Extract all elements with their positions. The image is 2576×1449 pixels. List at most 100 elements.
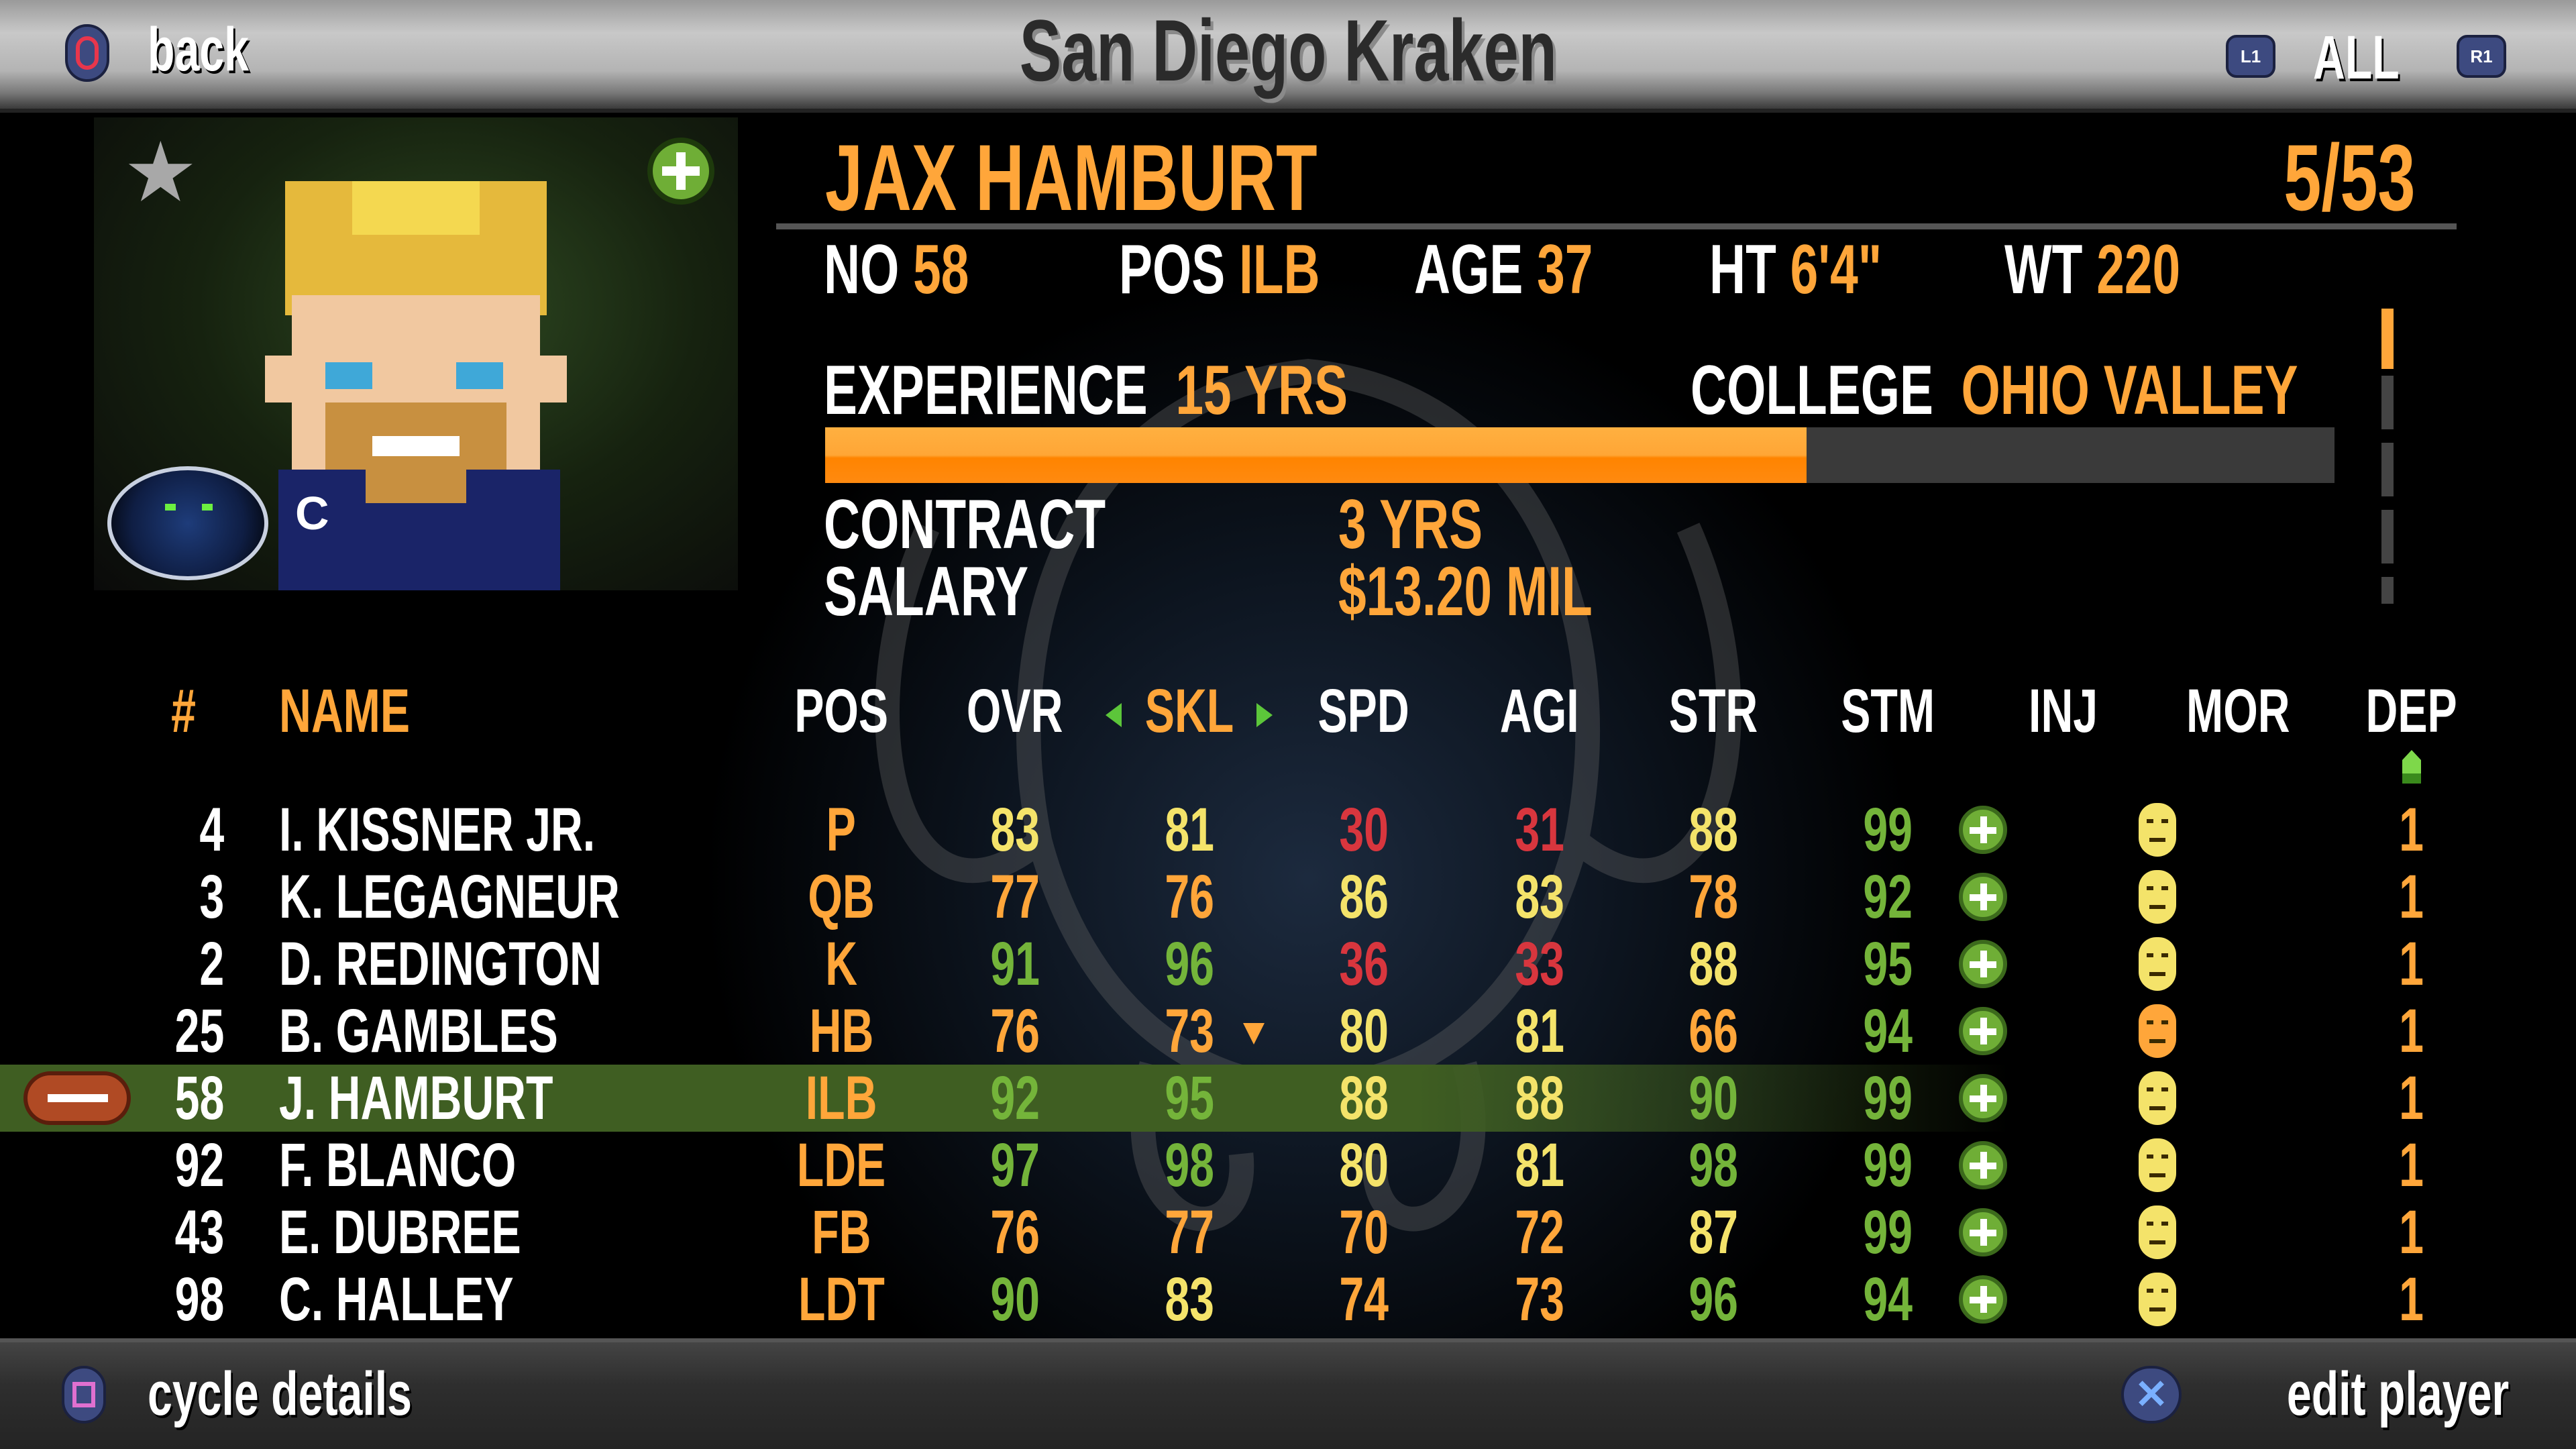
r1-button-icon[interactable]: R1	[2457, 35, 2506, 78]
cell-stm: 99	[1863, 1198, 1913, 1267]
l1-button-icon[interactable]: L1	[2226, 35, 2275, 78]
table-row[interactable]: 98 C. HALLEY LDT 90 83 74 73 96 94 1	[0, 1266, 2576, 1333]
cell-stm: 99	[1863, 1064, 1913, 1132]
roster-index: 5/53	[2283, 125, 2415, 230]
edit-player-button[interactable]: edit player	[2286, 1360, 2509, 1428]
morale-upset-icon	[2139, 1004, 2176, 1058]
cell-dep: 1	[2399, 997, 2424, 1065]
header-ovr[interactable]: OVR	[967, 677, 1063, 745]
header-spd[interactable]: SPD	[1318, 677, 1410, 745]
cell-dep: 1	[2399, 930, 2424, 998]
sort-arrow-right-icon[interactable]	[1256, 703, 1273, 727]
cell-mor	[2139, 1132, 2318, 1199]
table-row[interactable]: 43 E. DUBREE FB 76 77 70 72 87 99 1	[0, 1199, 2576, 1266]
header-inj[interactable]: INJ	[2029, 677, 2098, 745]
cell-str: 88	[1688, 796, 1738, 864]
header-dep[interactable]: DEP	[2365, 677, 2458, 745]
cycle-details-button[interactable]: cycle details	[148, 1360, 413, 1428]
cell-name: F. BLANCO	[279, 1131, 517, 1199]
cell-stm: 99	[1863, 1131, 1913, 1199]
header-mor[interactable]: MOR	[2186, 677, 2290, 745]
cell-stm: 92	[1863, 863, 1913, 931]
cell-spd: 86	[1339, 863, 1389, 931]
cell-ovr: 91	[990, 930, 1040, 998]
cell-agi: 33	[1515, 930, 1564, 998]
cell-mor	[2139, 863, 2318, 930]
cell-agi: 31	[1515, 796, 1564, 864]
cell-spd: 88	[1339, 1064, 1389, 1132]
cell-inj	[1959, 863, 2144, 930]
sort-arrow-left-icon[interactable]	[1106, 703, 1122, 727]
table-row[interactable]: 58 J. HAMBURT ILB 92 95 88 88 90 99 1	[0, 1065, 2576, 1132]
cell-pos: K	[825, 930, 857, 998]
header-skl[interactable]: SKL	[1144, 677, 1234, 745]
cell-stm: 95	[1863, 930, 1913, 998]
cell-mor	[2139, 796, 2318, 863]
salary-label: SALARY	[824, 553, 1029, 631]
scrollbar-thumb[interactable]	[2381, 309, 2394, 369]
header-name[interactable]: NAME	[279, 677, 411, 745]
cell-mor	[2139, 1266, 2318, 1333]
cell-number: 98	[174, 1265, 224, 1334]
morale-happy-icon	[2139, 870, 2176, 924]
cell-number: 2	[199, 930, 224, 998]
star-icon[interactable]: ★	[127, 131, 194, 214]
circle-button-icon[interactable]	[65, 24, 109, 82]
cell-str: 98	[1688, 1131, 1738, 1199]
cell-inj	[1959, 998, 2144, 1065]
cell-pos: FB	[811, 1198, 871, 1267]
injury-healthy-icon	[1959, 940, 2007, 988]
square-button-icon[interactable]	[62, 1366, 106, 1424]
table-row[interactable]: 92 F. BLANCO LDE 97 98 80 81 98 99 1	[0, 1132, 2576, 1199]
header-stm[interactable]: STM	[1841, 677, 1935, 745]
morale-neutral-icon	[2139, 1071, 2176, 1125]
cell-skl: 77	[1165, 1198, 1214, 1267]
player-name: JAX HAMBURT	[825, 125, 1318, 230]
header-pos[interactable]: POS	[794, 677, 888, 745]
cell-agi: 88	[1515, 1064, 1564, 1132]
cell-stm: 94	[1863, 997, 1913, 1065]
cell-ovr: 97	[990, 1131, 1040, 1199]
cross-button-icon[interactable]: ✕	[2121, 1366, 2182, 1424]
header-number[interactable]: #	[171, 677, 197, 745]
cell-mor	[2139, 1065, 2318, 1132]
cell-skl: 95	[1165, 1064, 1214, 1132]
back-button[interactable]: back	[148, 15, 249, 84]
cell-name: I. KISSNER JR.	[279, 796, 596, 864]
cell-skl: 96	[1165, 930, 1214, 998]
trend-down-icon	[1243, 1023, 1265, 1044]
college: COLLEGE OHIO VALLEY	[1690, 352, 2298, 429]
cell-pos: LDE	[796, 1131, 886, 1199]
header-str[interactable]: STR	[1668, 677, 1758, 745]
table-row[interactable]: 3 K. LEGAGNEUR QB 77 76 86 83 78 92 1	[0, 863, 2576, 930]
injury-healthy-icon	[1959, 873, 2007, 921]
cell-name: D. REDINGTON	[279, 930, 602, 998]
cell-inj	[1959, 1199, 2144, 1266]
injury-healthy-icon	[1959, 1208, 2007, 1256]
header-agi[interactable]: AGI	[1500, 677, 1579, 745]
cell-spd: 80	[1339, 1131, 1389, 1199]
cell-number: 58	[174, 1064, 224, 1132]
filter-all[interactable]: ALL	[2313, 23, 2400, 92]
table-row[interactable]: 4 I. KISSNER JR. P 83 81 30 31 88 99 1	[0, 796, 2576, 863]
divider	[776, 223, 2457, 229]
cell-spd: 30	[1339, 796, 1389, 864]
cell-spd: 74	[1339, 1265, 1389, 1334]
cell-dep: 1	[2399, 1131, 2424, 1199]
cell-name: K. LEGAGNEUR	[279, 863, 620, 931]
cell-number: 43	[174, 1198, 224, 1267]
cell-number: 4	[199, 796, 224, 864]
plus-circle-icon[interactable]	[647, 138, 714, 205]
contract-label: CONTRACT	[824, 486, 1106, 564]
contract-value: 3 YRS	[1338, 486, 1483, 564]
morale-neutral-icon	[2139, 1205, 2176, 1259]
scrollbar[interactable]	[2381, 309, 2394, 604]
cell-ovr: 83	[990, 796, 1040, 864]
injury-healthy-icon	[1959, 1074, 2007, 1122]
cell-mor	[2139, 930, 2318, 998]
cell-inj	[1959, 1132, 2144, 1199]
table-row[interactable]: 25 B. GAMBLES HB 76 73 80 81 66 94 1	[0, 998, 2576, 1065]
table-row[interactable]: 2 D. REDINGTON K 91 96 36 33 88 95 1	[0, 930, 2576, 998]
injury-healthy-icon	[1959, 1007, 2007, 1055]
salary-value: $13.20 MIL	[1338, 553, 1593, 631]
